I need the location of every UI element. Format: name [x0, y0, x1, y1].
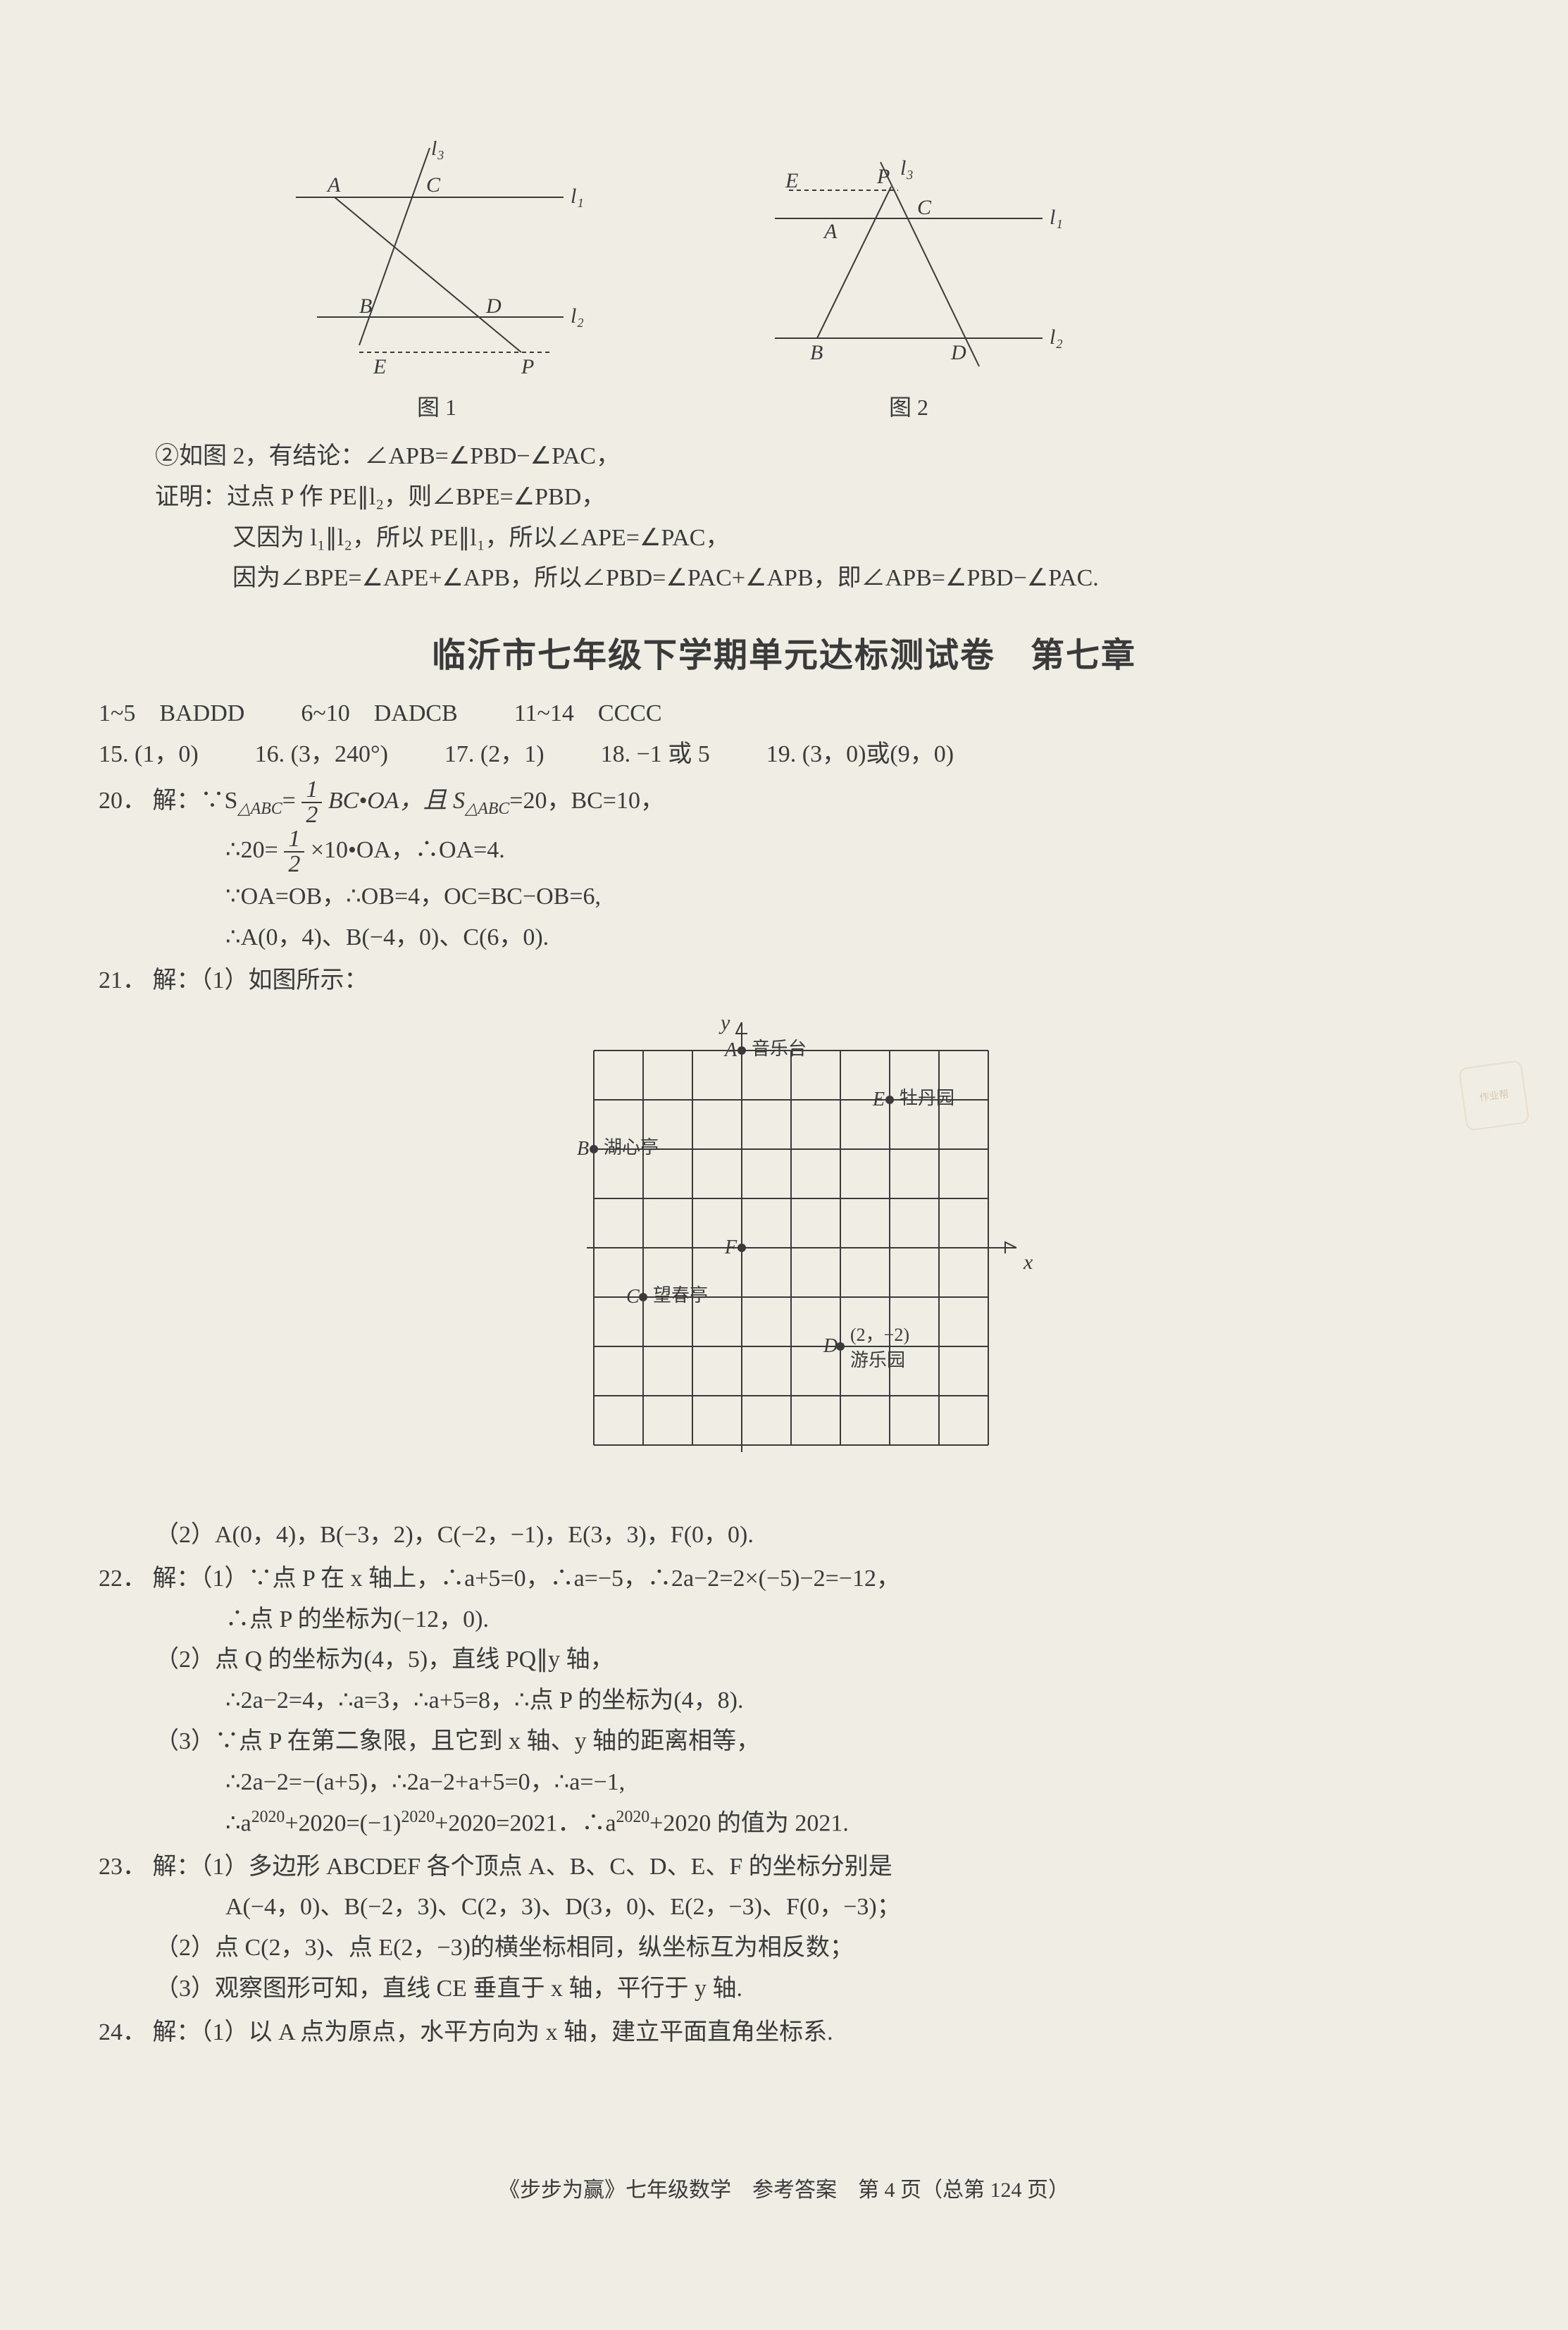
fig2-P: P [876, 165, 890, 188]
figure-2: l₁ l₂ l₃ E P A C B D 图 2 [733, 141, 1085, 422]
svg-text:音乐台: 音乐台 [752, 1039, 807, 1059]
q23-num: 23． [99, 1854, 147, 1880]
proof-line2: 证明：过点 P 作 PE∥l₂，则∠BPE=∠PBD， [155, 477, 1469, 518]
ans-18: 18. −1 或 5 [601, 734, 710, 775]
q21-grid-figure: xyA音乐台E牡丹园B湖心亭FC望春亭(2，−2)D游乐园 [559, 1015, 1009, 1494]
q20: 20． 解：∵S△ABC= 12 BC•OA，且 S△ABC=20，BC=10，… [99, 778, 1469, 958]
ans-16: 16. (3，240°) [255, 734, 388, 775]
q24-num: 24． [99, 2019, 147, 2045]
page-footer: 《步步为赢》七年级数学 参考答案 第 4 页（总第 124 页） [0, 2172, 1568, 2203]
svg-text:湖心亭: 湖心亭 [604, 1137, 659, 1158]
fig2-l1-label: l₁ [1050, 206, 1063, 229]
q22-l3: （3）∵点 P 在第二象限，且它到 x 轴、y 轴的距离相等， [155, 1721, 1469, 1762]
figure1-caption: 图 1 [268, 390, 606, 422]
fig1-l1-label: l₁ [571, 185, 584, 208]
svg-text:游乐园: 游乐园 [850, 1350, 905, 1370]
q20-l2: ∴20= 12 ×10•OA，∴OA=4. [225, 827, 1469, 876]
ans-11-14: 11~14 CCCC [514, 693, 662, 734]
fig1-B: B [359, 295, 372, 318]
q23-l3: （3）观察图形可知，直线 CE 垂直于 x 轴，平行于 y 轴. [155, 1969, 1469, 2009]
fig2-B: B [810, 341, 823, 364]
answers-row-2: 15. (1，0) 16. (3，240°) 17. (2，1) 18. −1 … [99, 734, 1469, 775]
diagrams-row: l₁ l₂ l₃ A C B D E P 图 1 [268, 141, 1469, 422]
fig2-C: C [917, 196, 932, 219]
q20-l1: 解：∵S△ABC= 12 BC•OA，且 S△ABC=20，BC=10， [153, 788, 665, 814]
fig2-D: D [950, 341, 966, 364]
q23: 23． 解：（1）多边形 ABCDEF 各个顶点 A、B、C、D、E、F 的坐标… [99, 1847, 1469, 2009]
fig1-D: D [485, 295, 502, 318]
q21-l1: 解：（1）如图所示： [153, 967, 368, 993]
figure-1: l₁ l₂ l₃ A C B D E P 图 1 [268, 141, 606, 422]
q22-l3b: ∴2a−2=−(a+5)，∴2a−2+a+5=0，∴a=−1, [225, 1762, 1469, 1803]
fig2-l2-label: l₂ [1050, 326, 1063, 349]
fig1-l2-label: l₂ [571, 304, 584, 328]
q23-l2: （2）点 C(2，3)、点 E(2，−3)的横坐标相同，纵坐标互为相反数； [155, 1928, 1469, 1969]
proof-line4: 因为∠BPE=∠APE+∠APB，所以∠PBD=∠PAC+∠APB，即∠APB=… [232, 558, 1469, 599]
q21-l2: （2）A(0，4)，B(−3，2)，C(−2，−1)，E(3，3)，F(0，0)… [155, 1515, 1469, 1556]
page-content: l₁ l₂ l₃ A C B D E P 图 1 [99, 141, 1469, 2053]
svg-text:牡丹园: 牡丹园 [900, 1088, 954, 1108]
svg-text:(2，−2): (2，−2) [850, 1325, 909, 1345]
proof-block: ②如图 2，有结论：∠APB=∠PBD−∠PAC， 证明：过点 P 作 PE∥l… [155, 436, 1469, 599]
fig2-A: A [823, 220, 838, 243]
svg-text:y: y [718, 1015, 730, 1034]
q20-l4: ∴A(0，4)、B(−4，0)、C(6，0). [225, 917, 1469, 958]
q22-l2b: ∴2a−2=4，∴a=3，∴a+5=8，∴点 P 的坐标为(4，8). [225, 1680, 1469, 1721]
q22-l2: （2）点 Q 的坐标为(4，5)，直线 PQ∥y 轴， [155, 1640, 1469, 1680]
ans-19: 19. (3，0)或(9，0) [766, 734, 954, 775]
q21: 21． 解：（1）如图所示： x yA 音乐台 E 牡丹园 B 湖心亭 F C 望春亭 (2，−2)… [99, 960, 1469, 1555]
svg-text:B: B [577, 1138, 589, 1160]
svg-text:望春亭: 望春亭 [653, 1285, 708, 1306]
fig1-P: P [521, 355, 534, 378]
q23-l1b: A(−4，0)、B(−2，3)、C(2，3)、D(3，0)、E(2，−3)、F(… [225, 1887, 1469, 1928]
ans-17: 17. (2，1) [444, 734, 545, 775]
proof-line3: 又因为 l₁∥l₂，所以 PE∥l₁，所以∠APE=∠PAC， [232, 518, 1469, 559]
fig1-l3-label: l₃ [431, 141, 444, 160]
svg-text:F: F [724, 1237, 738, 1258]
fig1-C: C [426, 173, 441, 197]
q22-num: 22． [99, 1566, 147, 1592]
fig2-l3-label: l₃ [900, 156, 914, 180]
answers-row-1: 1~5 BADDD 6~10 DADCB 11~14 CCCC [99, 693, 1469, 734]
fig1-A: A [326, 173, 341, 197]
figure2-caption: 图 2 [733, 390, 1085, 422]
q22-l1: 解：（1）∵点 P 在 x 轴上，∴a+5=0，∴a=−5，∴2a−2=2×(−… [153, 1566, 901, 1592]
proof-line1: ②如图 2，有结论：∠APB=∠PBD−∠PAC， [155, 436, 1469, 477]
q20-l3: ∵OA=OB，∴OB=4，OC=BC−OB=6, [225, 876, 1469, 917]
q24-l1: 解：（1）以 A 点为原点，水平方向为 x 轴，建立平面直角坐标系. [153, 2019, 833, 2045]
q22-l3c: ∴a2020+2020=(−1)2020+2020=2021．∴a2020+20… [225, 1803, 1469, 1844]
svg-text:D: D [823, 1335, 838, 1357]
svg-text:A: A [723, 1039, 738, 1061]
chapter-title: 临沂市七年级下学期单元达标测试卷 第七章 [99, 627, 1469, 676]
svg-text:E: E [872, 1089, 885, 1110]
fig1-E: E [373, 355, 386, 378]
q24: 24． 解：（1）以 A 点为原点，水平方向为 x 轴，建立平面直角坐标系. [99, 2012, 1469, 2053]
svg-text:x: x [1023, 1251, 1033, 1274]
q22: 22． 解：（1）∵点 P 在 x 轴上，∴a+5=0，∴a=−5，∴2a−2=… [99, 1559, 1469, 1844]
q20-num: 20． [99, 788, 147, 814]
ans-6-10: 6~10 DADCB [301, 693, 457, 734]
fig2-E: E [785, 169, 798, 192]
svg-text:C: C [626, 1286, 640, 1308]
q21-num: 21． [99, 967, 147, 993]
q22-l1b: ∴点 P 的坐标为(−12，0). [225, 1599, 1469, 1640]
q23-l1: 解：（1）多边形 ABCDEF 各个顶点 A、B、C、D、E、F 的坐标分别是 [153, 1854, 892, 1880]
ans-15: 15. (1，0) [99, 734, 199, 775]
ans-1-5: 1~5 BADDD [99, 693, 244, 734]
